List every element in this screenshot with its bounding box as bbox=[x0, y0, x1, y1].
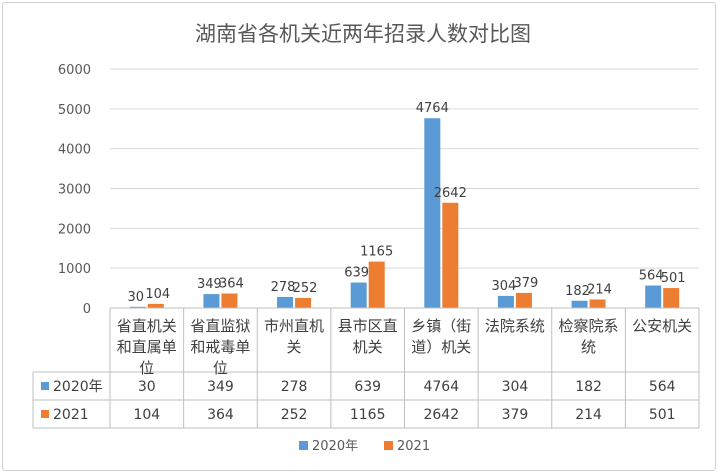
y-tick-label: 4000 bbox=[58, 143, 91, 158]
category-label: 检察院系 bbox=[559, 317, 619, 335]
data-label: 252 bbox=[293, 281, 318, 296]
category-label: 乡镇（街 bbox=[411, 317, 471, 335]
bar-2021 bbox=[442, 202, 459, 308]
data-label: 182 bbox=[565, 284, 590, 299]
table-cell: 1165 bbox=[350, 407, 386, 423]
y-tick-label: 0 bbox=[83, 302, 91, 317]
data-label: 278 bbox=[271, 280, 296, 295]
bar-2021 bbox=[221, 293, 238, 308]
y-tick-label: 3000 bbox=[58, 183, 91, 198]
data-label: 364 bbox=[219, 277, 244, 292]
table-cell: 252 bbox=[281, 407, 308, 423]
chart-title: 湖南省各机关近两年招录人数对比图 bbox=[195, 22, 531, 46]
bar-2021 bbox=[663, 288, 680, 308]
data-labels: 30 349 278 639 4764 304 182 564 104 364 252 1165 264… bbox=[128, 101, 686, 305]
data-label: 104 bbox=[145, 287, 170, 302]
category-label: 市州直机 bbox=[264, 317, 324, 335]
data-label: 1165 bbox=[360, 245, 393, 260]
bars bbox=[129, 118, 680, 308]
y-tick-label: 2000 bbox=[58, 222, 91, 237]
category-label: 位 bbox=[213, 359, 228, 377]
data-label: 304 bbox=[492, 279, 517, 294]
bar-2021 bbox=[515, 292, 532, 308]
y-tick-label: 1000 bbox=[58, 262, 91, 277]
table-cell: 4764 bbox=[423, 379, 459, 395]
bar-2020 bbox=[203, 294, 220, 308]
legend-label: 2020年 bbox=[312, 439, 358, 454]
y-tick-label: 6000 bbox=[58, 63, 91, 78]
data-label: 379 bbox=[514, 276, 539, 291]
bar-2020 bbox=[277, 296, 294, 308]
table-cell: 639 bbox=[354, 379, 381, 395]
category-label: 和直属单 bbox=[117, 338, 177, 356]
bar-2021 bbox=[147, 303, 164, 308]
category-label: 和戒毒单 bbox=[190, 338, 250, 356]
category-label: 关 bbox=[287, 338, 302, 356]
data-label: 639 bbox=[344, 266, 369, 281]
category-label: 法院系统 bbox=[485, 317, 545, 335]
data-label: 501 bbox=[661, 271, 686, 286]
data-label: 214 bbox=[587, 282, 612, 297]
table-cell: 349 bbox=[207, 379, 234, 395]
y-axis: 0 1000 2000 3000 4000 5000 6000 bbox=[58, 63, 91, 317]
table-cell: 364 bbox=[207, 407, 234, 423]
table-cell: 564 bbox=[649, 379, 676, 395]
category-label: 位 bbox=[139, 359, 154, 377]
table-cell: 104 bbox=[133, 407, 160, 423]
category-label: 道）机关 bbox=[411, 338, 471, 356]
table-cell: 30 bbox=[138, 379, 156, 395]
bar-2021 bbox=[368, 261, 385, 308]
table-cell: 182 bbox=[575, 379, 602, 395]
category-label: 统 bbox=[581, 338, 596, 356]
data-label: 4764 bbox=[416, 101, 449, 116]
bar-2020 bbox=[645, 285, 662, 308]
table-series-label: 2021 bbox=[53, 407, 89, 423]
table-cell: 214 bbox=[575, 407, 602, 423]
bar-2020 bbox=[424, 118, 441, 308]
legend-swatch bbox=[384, 441, 393, 450]
category-label: 县市区直 bbox=[338, 317, 398, 335]
table-cell: 379 bbox=[502, 407, 529, 423]
category-label: 省直监狱 bbox=[190, 317, 250, 335]
legend-swatch bbox=[299, 441, 308, 450]
table-legend-key bbox=[41, 382, 49, 390]
category-label: 省直机关 bbox=[117, 317, 177, 335]
bar-2020 bbox=[571, 300, 588, 308]
legend-label: 2021 bbox=[397, 439, 430, 454]
table-legend-key bbox=[41, 410, 49, 418]
table-cell: 278 bbox=[281, 379, 308, 395]
data-label: 564 bbox=[639, 269, 664, 284]
bar-2020 bbox=[350, 282, 367, 308]
table-cell: 2642 bbox=[423, 407, 459, 423]
bar-2021 bbox=[295, 297, 312, 308]
category-label: 公安机关 bbox=[632, 317, 692, 335]
bar-2020 bbox=[129, 306, 146, 308]
gridlines bbox=[110, 68, 699, 269]
table-cell: 501 bbox=[649, 407, 676, 423]
chart: 湖南省各机关近两年招录人数对比图 0 1000 2000 3000 4000 5000 60… bbox=[32, 22, 700, 454]
data-label: 30 bbox=[128, 290, 145, 305]
data-label: 2642 bbox=[434, 186, 467, 201]
table-cell: 304 bbox=[502, 379, 529, 395]
bar-2020 bbox=[497, 295, 514, 308]
data-label: 349 bbox=[197, 277, 222, 292]
chart-frame: 湖南省各机关近两年招录人数对比图 0 1000 2000 3000 4000 5000 60… bbox=[2, 2, 716, 471]
category-label: 机关 bbox=[353, 338, 383, 356]
legend: 2020年 2021 bbox=[299, 439, 430, 454]
y-tick-label: 5000 bbox=[58, 103, 91, 118]
table-series-label: 2020年 bbox=[53, 379, 103, 395]
bar-2021 bbox=[589, 299, 606, 308]
